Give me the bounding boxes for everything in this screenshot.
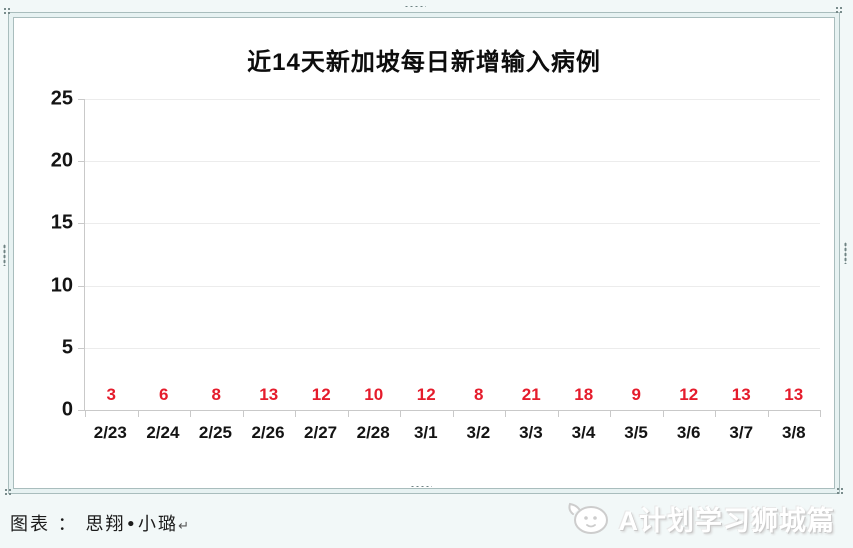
bar-value-label: 13 [731,385,751,404]
y-axis-tick-label: 0 [61,398,73,421]
watermark-text: A计划学习狮城篇 [618,506,835,536]
x-axis-tick [557,410,559,417]
bar-series: 3 6 8 13 12 10 12 8 21 18 9 12 13 13 [85,99,820,410]
gridline [85,285,820,287]
x-axis-tick [767,410,769,417]
resize-handle-bottom-right[interactable] [836,487,844,495]
x-axis-category-label: 3/4 [571,423,596,442]
resize-handle-left[interactable] [3,244,6,266]
bar-value-label: 21 [521,385,541,404]
bar-value-label: 8 [474,385,484,404]
y-axis-tick-label: 20 [50,149,73,172]
bar-column: 8 [190,385,243,410]
bar-value-label: 10 [364,385,384,404]
bar-value-label: 12 [679,385,699,404]
watermark: A计划学习狮城篇 [567,499,836,538]
gridline [85,161,820,163]
x-axis-category-label: 2/27 [304,423,338,442]
x-axis-tick [452,410,454,417]
bar-value-label: 18 [574,385,594,404]
y-axis-tick-label: 15 [50,211,73,234]
x-axis-tick [347,410,349,417]
y-axis-tick-label: 10 [50,274,73,297]
gridline [85,223,820,225]
bar-value-label: 12 [416,385,436,404]
chart-credit-caption: 图表 ： 思翔•小璐↵ [10,510,189,536]
resize-handle-top-left[interactable] [3,7,11,15]
resize-handle-bottom-left[interactable] [4,488,12,496]
x-axis-tick [190,410,191,417]
y-axis-tick [78,347,85,349]
x-axis-tick [820,410,821,417]
chart-canvas: 近14天新加坡每日新增输入病例 0 5 10 15 20 25 3 6 8 13 12 10 12 8 2… [13,17,835,489]
y-axis-tick-label: 25 [50,87,73,110]
x-axis-tick [137,410,139,417]
chart-textbox-frame[interactable]: 近14天新加坡每日新增输入病例 0 5 10 15 20 25 3 6 8 13 12 10 12 8 2… [8,12,840,494]
x-axis-category-label: 2/25 [198,423,232,442]
bar-column: 3 [85,385,138,410]
paragraph-return-mark: ↵ [178,519,189,534]
bar-column: 13 [715,385,768,410]
bar-value-label: 13 [784,385,804,404]
bar-column: 13 [768,385,821,410]
x-axis-category-label: 3/5 [624,423,648,442]
x-axis-category-label: 3/2 [466,423,491,442]
bar-value-label: 12 [311,385,331,404]
bar-column: 21 [505,385,558,410]
gridline [85,347,820,349]
x-axis-tick [505,410,506,417]
x-axis-category-label: 2/26 [251,423,285,442]
y-axis-tick [78,161,85,163]
x-axis-tick [295,410,296,417]
x-axis-category-label: 3/7 [729,423,754,442]
y-axis-tick [78,223,85,225]
caption-text: 图表 ： 思翔•小璐 [10,514,179,535]
bar-column: 12 [295,385,348,410]
bar-value-label: 6 [159,385,169,404]
bar-column: 9 [610,385,663,410]
bar-column: 12 [663,385,716,410]
x-axis-category-label: 3/1 [413,423,438,442]
y-axis-tick [78,410,85,411]
bar-column: 8 [453,385,506,410]
x-axis-tick [242,410,244,417]
x-axis-category-label: 3/8 [781,423,806,442]
y-axis-tick [78,99,85,100]
gridline [85,99,820,100]
x-axis-category-label: 2/24 [146,423,180,442]
bar-column: 10 [348,385,401,410]
bar-column: 12 [400,385,453,410]
chart-title: 近14天新加坡每日新增输入病例 [247,49,601,76]
x-axis-category-label: 2/28 [356,423,390,442]
bar-value-label: 9 [631,385,641,404]
x-axis-labels: 2/23 2/24 2/25 2/26 2/27 2/28 3/1 3/2 3/3 3/4 3/5 3… [84,423,820,443]
resize-handle-right[interactable] [844,242,847,264]
x-axis-category-label: 3/6 [676,423,701,442]
bar-column: 6 [138,385,191,410]
resize-handle-bottom[interactable] [410,485,432,488]
x-axis-tick [662,410,664,417]
bar-value-label: 3 [106,385,116,404]
resize-handle-top[interactable] [404,5,426,8]
bar-value-label: 8 [211,385,221,404]
bar-value-label: 13 [259,385,279,404]
x-axis-tick [400,410,401,417]
bar-column: 18 [558,385,611,410]
x-axis-category-label: 2/23 [93,423,127,442]
lion-mascot-icon [567,502,608,534]
x-axis-tick [85,410,86,417]
x-axis-category-label: 3/3 [519,423,543,442]
x-axis-tick [715,410,716,417]
y-axis-tick [78,285,85,287]
y-axis-tick-label: 5 [61,336,73,359]
bar-column: 13 [243,385,296,410]
plot-area: 0 5 10 15 20 25 3 6 8 13 12 10 12 8 21 18 9 12 13 13 [51,88,821,421]
resize-handle-top-right[interactable] [835,6,843,14]
x-axis-tick [610,410,611,417]
